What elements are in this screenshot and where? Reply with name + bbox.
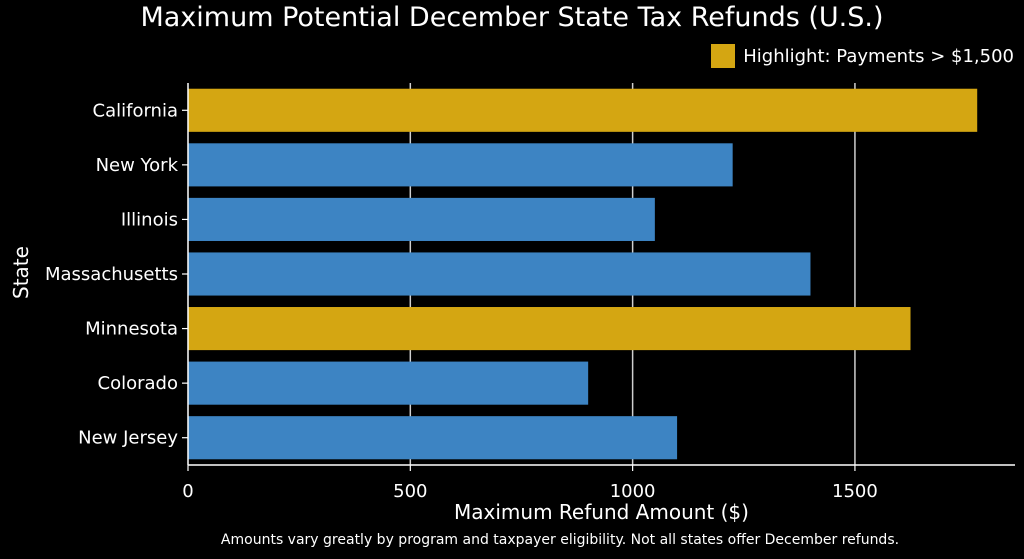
bar-massachusetts bbox=[188, 252, 811, 296]
y-tick-label: Colorado bbox=[98, 373, 178, 394]
y-tick-label: Minnesota bbox=[85, 319, 178, 340]
bar-illinois bbox=[188, 197, 655, 241]
y-tick-label: New Jersey bbox=[78, 428, 178, 449]
y-tick-label: Massachusetts bbox=[45, 264, 178, 285]
legend-label: Highlight: Payments > $1,500 bbox=[743, 45, 1014, 67]
chart-title: Maximum Potential December State Tax Ref… bbox=[140, 2, 884, 33]
bar-new-jersey bbox=[188, 416, 678, 460]
x-tick-label: 500 bbox=[393, 481, 427, 502]
bar-minnesota bbox=[188, 307, 911, 351]
y-tick-label: New York bbox=[96, 155, 179, 176]
bar-california bbox=[188, 88, 978, 132]
x-tick-label: 0 bbox=[182, 481, 193, 502]
bar-colorado bbox=[188, 361, 589, 405]
footnote: Amounts vary greatly by program and taxp… bbox=[220, 532, 900, 548]
legend-swatch-highlight bbox=[711, 44, 736, 68]
y-tick-label: Illinois bbox=[121, 209, 178, 230]
y-tick-label: California bbox=[93, 100, 178, 121]
bar-new-york bbox=[188, 143, 733, 187]
x-axis-label: Maximum Refund Amount ($) bbox=[454, 500, 749, 524]
legend: Highlight: Payments > $1,500 bbox=[711, 44, 1014, 68]
x-tick-label: 1000 bbox=[610, 481, 656, 502]
x-tick-label: 1500 bbox=[832, 481, 878, 502]
